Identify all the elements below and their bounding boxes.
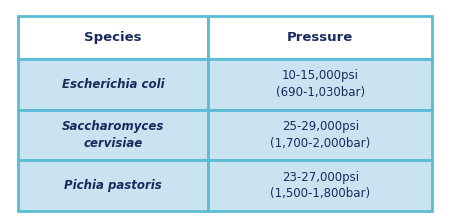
Text: 23-27,000psi
(1,500-1,800bar): 23-27,000psi (1,500-1,800bar) [270, 171, 370, 200]
Bar [18, 160, 208, 211]
Bar [18, 59, 208, 109]
Text: Escherichia coli: Escherichia coli [62, 78, 165, 91]
Bar [18, 109, 208, 160]
Text: 25-29,000psi
(1,700-2,000bar): 25-29,000psi (1,700-2,000bar) [270, 120, 370, 150]
Bar [208, 59, 432, 109]
Text: Pressure: Pressure [287, 31, 353, 44]
Text: Saccharomyces
cervisiae: Saccharomyces cervisiae [62, 120, 164, 150]
Text: 10-15,000psi
(690-1,030bar): 10-15,000psi (690-1,030bar) [276, 69, 365, 99]
Bar [208, 160, 432, 211]
Bar [208, 16, 432, 59]
Text: Pichia pastoris: Pichia pastoris [64, 179, 162, 192]
Text: Species: Species [85, 31, 142, 44]
Bar [18, 16, 208, 59]
Bar [208, 109, 432, 160]
